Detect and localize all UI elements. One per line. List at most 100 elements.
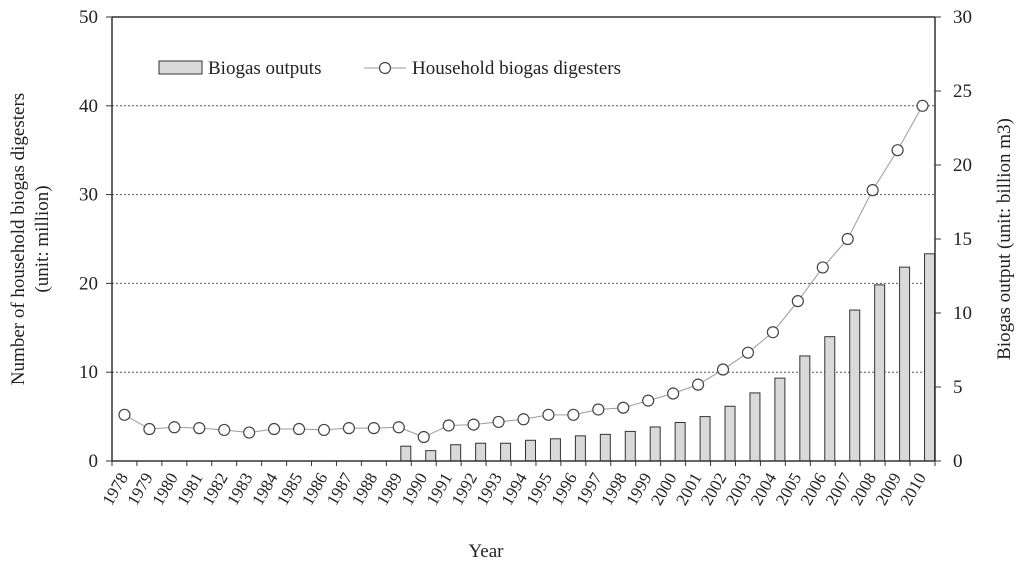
x-tick-label: 2003: [722, 470, 755, 509]
line-point: [592, 403, 605, 416]
bar: [574, 435, 586, 462]
x-tick-label: 1989: [373, 470, 406, 509]
x-tick-label: 1980: [148, 470, 181, 509]
line-point: [442, 419, 455, 432]
x-tick-label: 2005: [772, 470, 805, 509]
y-right-tick-label: 20: [953, 155, 972, 176]
x-tick-label: 2002: [697, 470, 730, 509]
line-point: [417, 430, 430, 444]
bar: [774, 377, 786, 462]
line-point: [218, 423, 231, 437]
x-tick-label: 1997: [572, 469, 606, 508]
line-point: [243, 426, 256, 439]
axes: 0102030405005101520253019781979198019811…: [79, 7, 972, 508]
bar: [924, 253, 936, 462]
bar: [549, 438, 561, 462]
y-right-tick-label: 0: [953, 451, 963, 472]
y-right-tick-label: 25: [953, 81, 972, 102]
x-tick-label: 1990: [398, 470, 431, 509]
x-tick-label: 1995: [522, 470, 555, 509]
x-tick-label: 1992: [448, 470, 481, 509]
line-point: [816, 261, 829, 274]
x-tick-label: 2001: [672, 470, 705, 509]
line-point: [517, 413, 530, 426]
bar-series: [400, 253, 936, 462]
x-tick-label: 1979: [123, 470, 156, 509]
x-tick-label: 1981: [173, 470, 206, 509]
line-point: [667, 387, 680, 400]
x-tick-label: 1985: [273, 470, 306, 509]
line-point: [467, 418, 480, 431]
y-right-tick-label: 5: [953, 377, 963, 398]
x-tick-label: 1994: [498, 469, 532, 508]
y-axis-right-title: Biogas output (unit: billion m3): [994, 118, 1015, 360]
line-point: [342, 422, 356, 435]
x-tick-label: 2007: [822, 469, 856, 508]
bar: [624, 430, 636, 462]
x-tick-label: 1984: [248, 469, 282, 508]
y-axis-left-title: Number of household biogas digesters (uni…: [8, 93, 53, 385]
line-point: [567, 408, 580, 421]
x-tick-label: 2000: [647, 470, 680, 509]
legend-label-line: Household biogas digesters: [412, 58, 621, 79]
x-tick-label: 2010: [897, 470, 930, 509]
line-point: [741, 346, 755, 359]
y-left-tick-label: 50: [79, 7, 98, 28]
line-point: [367, 422, 380, 435]
line-point: [292, 422, 306, 436]
legend: Biogas outputs Household biogas digesters: [158, 58, 621, 79]
y-right-tick-label: 10: [953, 303, 972, 324]
grid-lines: [112, 105, 935, 373]
line-point: [766, 326, 779, 339]
bar: [649, 426, 661, 462]
bar: [849, 309, 861, 462]
bar: [699, 416, 711, 462]
line-point: [168, 421, 181, 434]
bar: [400, 445, 412, 462]
y-right-tick-label: 15: [953, 229, 972, 250]
x-tick-label: 1982: [198, 470, 231, 509]
line-point: [617, 401, 630, 414]
line-point: [392, 421, 405, 434]
bar: [525, 439, 536, 462]
y-left-tick-label: 40: [79, 96, 98, 117]
line-point: [891, 144, 904, 157]
x-tick-label: 1978: [98, 470, 131, 509]
line-point: [143, 422, 156, 436]
x-tick-label: 1988: [348, 470, 381, 509]
y-left-tick-label: 20: [79, 273, 98, 294]
x-axis-title: Year: [468, 541, 504, 562]
bar: [749, 392, 761, 462]
x-tick-label: 1998: [597, 470, 630, 509]
x-tick-label: 1991: [423, 470, 456, 509]
legend-label-bars: Biogas outputs: [208, 58, 321, 79]
x-tick-label: 2006: [797, 470, 830, 509]
line-point: [268, 422, 281, 436]
line-point: [193, 422, 206, 435]
bar: [874, 284, 886, 462]
legend-bar-swatch: [158, 60, 203, 75]
bar: [500, 442, 512, 462]
line-point: [492, 415, 505, 429]
line-series: [118, 99, 929, 444]
y-left-tick-label: 0: [89, 451, 99, 472]
x-tick-label: 1987: [323, 469, 357, 508]
x-tick-label: 2008: [847, 470, 880, 509]
bar: [899, 266, 911, 462]
line-point: [118, 408, 131, 421]
line-point: [916, 99, 929, 112]
y-left-tick-label: 10: [79, 362, 98, 383]
x-tick-label: 2004: [747, 469, 781, 508]
line-point: [716, 363, 730, 376]
bar: [799, 355, 811, 462]
line-point: [841, 232, 854, 246]
bar: [824, 336, 836, 462]
line-point: [317, 423, 331, 437]
x-tick-label: 1999: [622, 470, 655, 509]
line-point: [642, 394, 655, 407]
bar: [450, 444, 462, 462]
bar: [674, 422, 686, 462]
bar: [724, 405, 736, 462]
x-tick-label: 1986: [298, 470, 331, 509]
